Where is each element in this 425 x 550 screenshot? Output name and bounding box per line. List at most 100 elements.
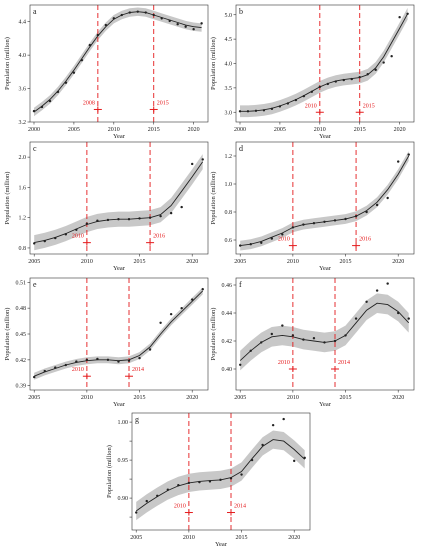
data-point — [43, 369, 46, 373]
confidence-band — [34, 154, 203, 251]
data-point — [333, 339, 337, 343]
data-point — [260, 241, 263, 244]
data-point — [271, 423, 275, 427]
panel-letter: d — [239, 144, 243, 153]
y-tick-label: 4.0 — [225, 62, 233, 68]
data-point — [354, 317, 358, 320]
y-tick-label: 0.95 — [118, 458, 129, 464]
data-point — [397, 160, 400, 163]
data-point — [96, 357, 99, 361]
y-axis-title: Population (million) — [4, 172, 11, 225]
y-tick-label: 0.8 — [19, 246, 27, 252]
data-point — [312, 337, 316, 340]
data-point — [246, 110, 250, 113]
data-point — [96, 219, 99, 222]
breakpoint-label: 2010 — [174, 504, 186, 510]
y-tick-label: 1.6 — [19, 185, 27, 191]
data-point — [135, 511, 138, 514]
data-point — [180, 306, 183, 310]
y-tick-label: 2.0 — [19, 155, 27, 161]
x-tick-label: 2020 — [392, 395, 404, 401]
x-tick-label: 2020 — [392, 259, 404, 265]
data-point — [40, 105, 44, 109]
data-point — [303, 456, 306, 460]
plot-frame — [29, 4, 209, 123]
data-point — [407, 153, 410, 156]
panel-letter: c — [33, 144, 37, 153]
data-point — [291, 334, 295, 337]
data-point — [239, 244, 242, 247]
y-tick-label: 1.2 — [225, 154, 233, 160]
panel-letter: e — [33, 280, 37, 289]
y-axis-title: Population (million) — [210, 37, 217, 90]
data-point — [302, 338, 305, 341]
data-point — [180, 205, 183, 209]
y-tick-label: 0.8 — [225, 210, 233, 216]
x-axis-title: Year — [319, 401, 332, 408]
fit-line — [33, 11, 202, 113]
data-point — [33, 375, 36, 379]
data-point — [127, 359, 131, 362]
y-tick-label: 1.00 — [118, 420, 129, 426]
panel-letter: f — [239, 280, 242, 289]
data-point — [239, 363, 242, 366]
x-tick-label: 2005 — [234, 259, 246, 265]
data-point — [200, 22, 203, 25]
data-point — [344, 217, 347, 221]
data-point — [281, 324, 284, 327]
panel-b: 2010 2015 2000 2005 2010 2015 2020 3.0 3.5 4.0 4.5… — [210, 4, 415, 140]
data-point — [407, 317, 410, 320]
y-tick-label: 0.6 — [225, 238, 233, 244]
x-tick-label: 2000 — [234, 127, 246, 133]
plot-frame — [29, 141, 209, 255]
y-tick-label: 0.42 — [222, 339, 233, 345]
data-point — [291, 226, 295, 229]
x-tick-label: 2005 — [28, 395, 40, 401]
confidence-band — [136, 430, 305, 521]
y-tick-label: 0.46 — [222, 283, 233, 289]
y-axis-title: Population (million) — [4, 308, 11, 361]
y-axis-title: Population (million) — [210, 172, 217, 225]
y-tick-label: 0.44 — [222, 311, 233, 317]
data-point — [56, 90, 60, 94]
data-point — [85, 222, 89, 225]
panel-f: 2010 2014 2005 2010 2015 2020 0.40 0.42 0.44 0.46… — [210, 277, 415, 408]
data-point — [169, 211, 173, 215]
x-tick-label: 2020 — [394, 127, 406, 133]
data-point — [156, 494, 159, 498]
data-point — [43, 239, 46, 243]
data-point — [127, 217, 131, 221]
x-tick-label: 2015 — [134, 259, 146, 265]
x-tick-label: 2005 — [28, 259, 40, 265]
data-point — [270, 332, 274, 336]
breakpoint-label: 2010 — [278, 360, 290, 366]
data-point — [260, 341, 263, 344]
data-point — [198, 480, 201, 484]
y-axis-title: Population (million) — [106, 445, 113, 498]
data-point — [159, 321, 162, 324]
data-point — [397, 311, 400, 315]
x-tick-label: 2010 — [81, 259, 93, 265]
data-point — [342, 78, 345, 82]
data-point — [374, 68, 377, 72]
fit-line — [240, 155, 410, 247]
data-point — [191, 298, 194, 301]
data-point — [117, 360, 120, 363]
panel-letter: g — [135, 415, 139, 424]
data-point — [406, 12, 409, 15]
confidence-band — [34, 287, 203, 380]
data-point — [344, 334, 347, 337]
x-tick-label: 2015 — [340, 395, 352, 401]
x-tick-label: 2000 — [28, 127, 40, 133]
data-point — [128, 11, 131, 14]
data-point — [187, 481, 191, 485]
x-tick-label: 2020 — [288, 535, 300, 541]
breakpoint-label: 2010 — [278, 237, 290, 243]
data-point — [96, 33, 100, 37]
confidence-band — [240, 7, 408, 118]
x-tick-label: 2005 — [234, 395, 246, 401]
data-point — [375, 289, 379, 292]
breakpoint-label: 2016 — [359, 237, 371, 243]
fit-line — [240, 13, 408, 112]
